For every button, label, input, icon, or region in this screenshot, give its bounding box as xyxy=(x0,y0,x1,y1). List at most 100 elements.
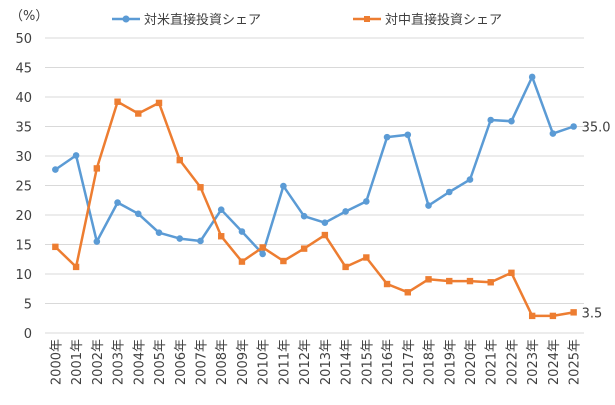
legend-marker-china xyxy=(364,16,370,22)
end-value-label: 3.5 xyxy=(582,306,603,321)
data-point xyxy=(93,238,101,245)
x-tick-label: 2017年 xyxy=(402,339,417,385)
data-point xyxy=(114,199,121,206)
data-point xyxy=(176,235,184,242)
x-tick-label: 2023年 xyxy=(526,339,541,385)
x-axis-ticks: 2000年 2001年 2002年 2003年 2004年 2005年 2006年 2007年… xyxy=(49,339,582,385)
x-tick-label: 2014年 xyxy=(340,339,355,385)
x-tick-label: 2010年 xyxy=(257,339,272,385)
data-point xyxy=(238,258,246,265)
legend-label-china: 対中直接投資シェア xyxy=(385,12,502,28)
x-tick-label: 2001年 xyxy=(70,339,85,385)
y-tick-label: 15 xyxy=(15,239,32,254)
data-point xyxy=(197,237,204,245)
y-axis-unit-label: （%） xyxy=(10,9,48,24)
x-tick-label: 2016年 xyxy=(381,339,396,385)
data-point xyxy=(487,279,494,286)
end-labels: 35.0 3.5 xyxy=(582,121,611,322)
x-tick-label: 2024年 xyxy=(547,339,562,385)
data-point xyxy=(446,277,453,285)
data-point xyxy=(570,123,577,130)
x-tick-label: 2019年 xyxy=(443,339,458,385)
data-point xyxy=(404,289,411,296)
data-point xyxy=(383,280,391,288)
data-point xyxy=(363,198,370,205)
data-point xyxy=(508,117,515,125)
data-point xyxy=(342,263,349,271)
end-value-label: 35.0 xyxy=(582,121,611,136)
data-point xyxy=(425,276,432,283)
x-tick-label: 2000年 xyxy=(49,339,64,385)
data-point xyxy=(52,166,59,173)
x-tick-label: 2025年 xyxy=(568,339,583,385)
data-point xyxy=(508,269,515,277)
x-tick-label: 2007年 xyxy=(194,339,209,385)
data-point xyxy=(52,243,59,251)
x-tick-label: 2021年 xyxy=(485,339,500,385)
data-point xyxy=(342,208,349,215)
x-tick-label: 2013年 xyxy=(319,339,334,385)
data-point xyxy=(155,229,163,236)
data-point xyxy=(445,188,453,196)
legend-item-china: 対中直接投資シェア xyxy=(353,12,502,28)
data-point xyxy=(72,263,80,271)
data-point xyxy=(259,244,266,251)
y-tick-label: 5 xyxy=(24,298,32,313)
data-point xyxy=(321,231,329,239)
x-tick-label: 2020年 xyxy=(464,339,479,385)
series-layer xyxy=(52,73,577,320)
data-point xyxy=(466,277,474,285)
data-point xyxy=(363,254,370,261)
x-tick-label: 2006年 xyxy=(174,339,189,385)
data-point xyxy=(217,206,225,213)
data-point xyxy=(72,152,80,159)
y-tick-label: 10 xyxy=(15,268,32,283)
data-point xyxy=(466,176,474,183)
x-tick-label: 2008年 xyxy=(215,339,230,385)
legend-marker-us xyxy=(122,15,130,23)
series-1 xyxy=(52,98,577,320)
data-point xyxy=(528,73,536,81)
x-tick-label: 2011年 xyxy=(277,339,292,385)
data-point xyxy=(280,182,287,190)
y-tick-label: 50 xyxy=(15,32,32,47)
x-tick-label: 2015年 xyxy=(360,339,375,385)
legend: 対米直接投資シェア 対中直接投資シェア xyxy=(112,12,502,28)
data-point xyxy=(570,309,577,316)
data-point xyxy=(549,312,557,320)
x-tick-label: 2022年 xyxy=(505,339,520,385)
data-point xyxy=(134,210,142,218)
y-tick-label: 30 xyxy=(15,150,32,165)
legend-item-us: 対米直接投資シェア xyxy=(112,12,261,28)
y-tick-label: 20 xyxy=(15,209,32,224)
series-line-1 xyxy=(54,100,574,318)
data-point xyxy=(549,130,557,137)
x-tick-label: 2004年 xyxy=(132,339,147,385)
legend-label-us: 対米直接投資シェア xyxy=(144,12,261,28)
x-tick-label: 2002年 xyxy=(91,339,106,385)
data-point xyxy=(528,312,536,320)
y-tick-label: 25 xyxy=(15,180,32,195)
data-point xyxy=(197,184,204,191)
data-point xyxy=(155,99,163,107)
data-point xyxy=(218,233,225,240)
x-tick-label: 2003年 xyxy=(112,339,127,385)
series-line-0 xyxy=(54,75,575,256)
data-point xyxy=(238,228,246,235)
data-point xyxy=(404,131,412,139)
y-tick-label: 40 xyxy=(15,91,32,106)
x-tick-label: 2009年 xyxy=(236,339,251,385)
data-point xyxy=(487,116,495,124)
data-point xyxy=(300,245,308,252)
data-point xyxy=(114,98,121,105)
data-point xyxy=(425,202,432,209)
gridlines xyxy=(45,37,584,334)
data-point xyxy=(176,156,183,164)
x-tick-label: 2012年 xyxy=(298,339,313,385)
data-point xyxy=(280,257,287,265)
data-point xyxy=(383,133,391,141)
y-tick-label: 45 xyxy=(15,62,32,77)
data-point xyxy=(135,110,142,117)
data-point xyxy=(300,212,308,220)
x-tick-label: 2005年 xyxy=(153,339,168,385)
